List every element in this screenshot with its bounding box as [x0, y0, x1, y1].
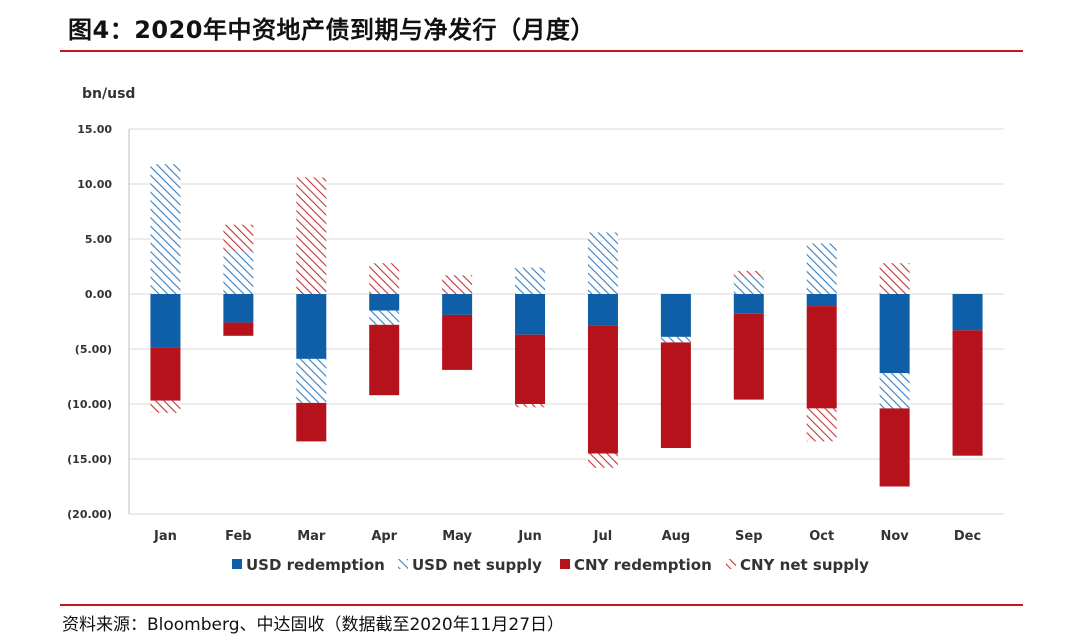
- source-note: 资料来源：Bloomberg、中达固收（数据截至2020年11月27日）: [62, 615, 565, 635]
- bar-usd-redemption-aug: [660, 294, 691, 337]
- y-axis-unit-label: bn/usd: [82, 86, 136, 102]
- source-rule: [60, 604, 1023, 606]
- bar-cny-net-supply-feb: [223, 224, 254, 252]
- bar-series-group: [150, 164, 983, 487]
- bar-cny-redemption-apr: [369, 324, 400, 396]
- x-tick-label: Sep: [735, 529, 763, 544]
- bar-usd-net-supply-oct: [806, 243, 837, 294]
- bar-usd-redemption-nov: [879, 294, 910, 374]
- y-axis-ticks: 15.00 10.00 5.00 0.00 (5.00) (10.00) (15.00) (2…: [67, 123, 112, 521]
- bar-usd-redemption-mar: [296, 294, 327, 359]
- grid-lines: [129, 128, 1004, 515]
- bar-usd-redemption-oct: [806, 294, 837, 307]
- legend: USD redemption USD net supply CNY redempti…: [232, 556, 869, 574]
- y-tick-label: 0.00: [85, 288, 112, 301]
- bar-cny-redemption-aug: [660, 342, 691, 448]
- bar-cny-redemption-nov: [879, 408, 910, 487]
- x-tick-label: Jul: [593, 529, 613, 544]
- bar-usd-redemption-may: [442, 294, 473, 315]
- bar-usd-net-supply-feb: [223, 251, 254, 294]
- y-tick-label: 5.00: [85, 233, 112, 246]
- bar-cny-net-supply-oct: [806, 408, 837, 442]
- bar-cny-redemption-dec: [952, 330, 983, 456]
- bar-cny-redemption-may: [442, 314, 473, 370]
- x-tick-label: Apr: [371, 529, 397, 544]
- x-tick-label: Aug: [662, 529, 691, 544]
- x-tick-label: Jun: [517, 529, 541, 544]
- bar-usd-net-supply-nov: [879, 373, 910, 409]
- x-tick-label: Nov: [880, 529, 909, 544]
- chart-title: 图4：2020年中资地产债到期与净发行（月度）: [68, 16, 595, 44]
- legend-label-cny-net-supply: CNY net supply: [740, 556, 869, 574]
- x-tick-label: Oct: [809, 529, 834, 544]
- bar-usd-redemption-dec: [952, 294, 983, 331]
- bar-usd-redemption-apr: [369, 294, 400, 311]
- bar-cny-redemption-jul: [587, 325, 618, 454]
- legend-swatch-usd-net-supply: [398, 559, 408, 569]
- y-tick-label: (20.00): [67, 508, 112, 521]
- bar-cny-redemption-feb: [223, 322, 254, 336]
- bar-usd-redemption-jun: [515, 294, 546, 335]
- bar-cny-net-supply-sep: [733, 270, 764, 277]
- bar-usd-net-supply-jun: [515, 267, 546, 294]
- legend-label-cny-redemption: CNY redemption: [574, 556, 712, 574]
- bar-cny-redemption-oct: [806, 306, 837, 409]
- y-tick-label: 15.00: [77, 123, 112, 136]
- bar-cny-redemption-jan: [150, 347, 181, 401]
- x-tick-label: Jan: [153, 529, 177, 544]
- y-tick-label: (15.00): [67, 453, 112, 466]
- bar-usd-redemption-jan: [150, 294, 181, 348]
- bar-cny-redemption-jun: [515, 334, 546, 404]
- bar-usd-redemption-sep: [733, 294, 764, 314]
- x-tick-label: Dec: [954, 529, 981, 544]
- bar-usd-net-supply-jul: [587, 232, 618, 294]
- x-tick-label: Feb: [225, 529, 251, 544]
- bar-usd-net-supply-sep: [733, 276, 764, 294]
- legend-label-usd-redemption: USD redemption: [246, 556, 385, 574]
- bar-usd-redemption-jul: [587, 294, 618, 326]
- title-rule: [60, 50, 1023, 52]
- y-tick-label: 10.00: [77, 178, 112, 191]
- legend-swatch-cny-net-supply: [726, 559, 736, 569]
- bar-usd-net-supply-aug: [660, 336, 691, 343]
- x-tick-label: Mar: [297, 529, 326, 544]
- bar-cny-redemption-mar: [296, 402, 327, 442]
- bar-cny-net-supply-apr: [369, 263, 400, 294]
- bar-cny-redemption-sep: [733, 313, 764, 400]
- x-axis-ticks: Jan Feb Mar Apr May Jun Jul Aug Sep Oct Nov Dec: [153, 529, 981, 544]
- y-tick-label: (10.00): [67, 398, 112, 411]
- bar-cny-net-supply-mar: [296, 177, 327, 294]
- y-tick-label: (5.00): [75, 343, 112, 356]
- bar-cny-net-supply-nov: [879, 263, 910, 294]
- bar-cny-net-supply-may: [442, 275, 473, 294]
- legend-swatch-usd-redemption: [232, 559, 242, 569]
- bar-usd-net-supply-jan: [150, 164, 181, 294]
- bar-cny-net-supply-jun: [515, 404, 546, 408]
- bar-cny-net-supply-jul: [587, 453, 618, 468]
- bar-usd-redemption-feb: [223, 294, 254, 323]
- x-tick-label: May: [442, 529, 472, 544]
- bar-cny-net-supply-jan: [150, 400, 181, 413]
- legend-swatch-cny-redemption: [560, 559, 570, 569]
- bar-usd-net-supply-apr: [369, 310, 400, 325]
- bar-usd-net-supply-mar: [296, 358, 327, 403]
- legend-label-usd-net-supply: USD net supply: [412, 556, 542, 574]
